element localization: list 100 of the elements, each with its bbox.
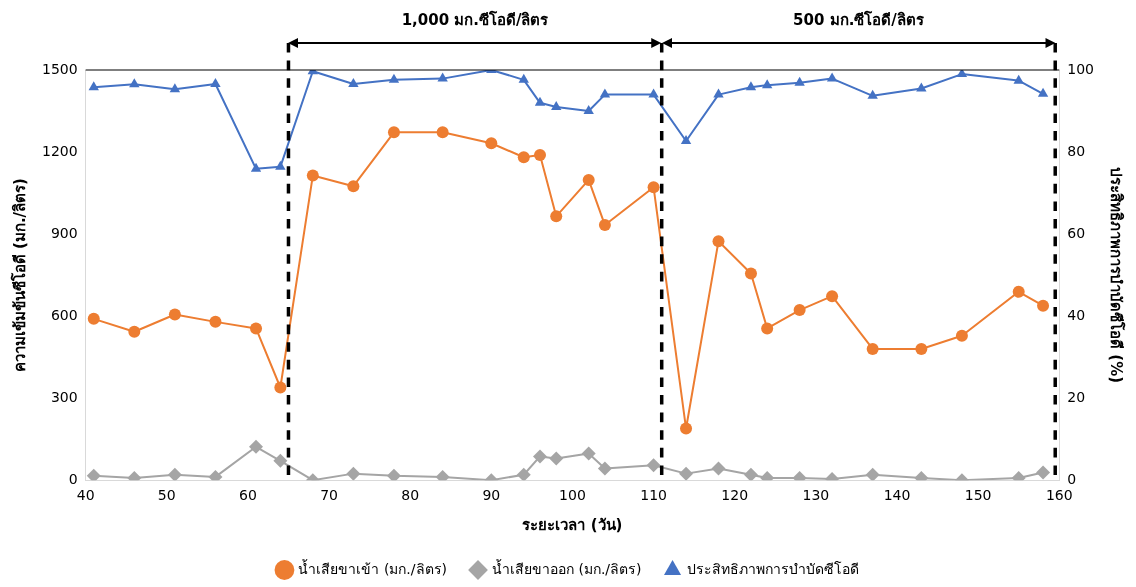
point: [87, 312, 100, 325]
point: [865, 467, 880, 481]
text: 500 มก.ซีโอดี/ลิตร: [792, 10, 925, 31]
x-axis-title: ระยะเวลา (วัน): [522, 515, 623, 534]
point: [273, 453, 288, 468]
point: [679, 466, 694, 481]
point: [388, 73, 400, 83]
y2-tick-label: 100: [1067, 60, 1095, 77]
point: [745, 81, 757, 91]
point: [794, 76, 805, 86]
legend-label: น้ำเสียขาเข้า (มก./ลิตร): [298, 558, 448, 577]
point: [761, 79, 773, 89]
point: [347, 180, 360, 193]
point: [1012, 285, 1025, 298]
point: [680, 134, 692, 144]
y2-tick-label: 0: [1067, 470, 1077, 487]
point: [1013, 74, 1024, 84]
point: [743, 467, 758, 481]
point: [518, 73, 529, 83]
x-tick-label: 140: [883, 487, 911, 504]
point: [534, 96, 546, 106]
point: [598, 219, 611, 232]
point: [517, 151, 530, 164]
x-tick-label: 100: [559, 487, 586, 504]
y2-tick-label: 20: [1067, 388, 1086, 405]
point: [583, 105, 594, 115]
point: [208, 469, 223, 481]
point: [210, 77, 221, 87]
y-tick-label: 300: [50, 388, 78, 405]
y2-tick-label: 80: [1067, 142, 1086, 159]
point: [534, 149, 546, 162]
point: [826, 290, 839, 303]
y2-tick-label: 40: [1067, 306, 1086, 323]
x-tick-label: 110: [640, 487, 667, 504]
point: [274, 381, 287, 394]
point: [168, 308, 181, 321]
point: [866, 342, 879, 355]
point: [249, 439, 264, 454]
y-tick-label: 1500: [41, 60, 78, 77]
point: [915, 342, 928, 355]
point: [550, 210, 563, 223]
point: [711, 461, 726, 476]
point: [597, 461, 612, 476]
point: [599, 88, 611, 98]
point: [386, 468, 401, 481]
x-tick-label: 40: [76, 487, 95, 504]
y-tick-label: 0: [68, 470, 78, 487]
y-tick-label: 1200: [41, 142, 78, 159]
x-tick-label: 120: [721, 487, 749, 504]
x-tick-label: 130: [802, 487, 830, 504]
point: [549, 451, 564, 466]
x-tick-label: 70: [320, 487, 338, 504]
point: [1037, 299, 1050, 312]
point: [128, 325, 141, 338]
x-tick-label: 80: [401, 487, 420, 504]
point: [86, 468, 101, 481]
y-axis-title: ความเข้มข้นซีโอดี (มก./ลิตร): [9, 178, 29, 373]
x-tick-label: 160: [1045, 487, 1073, 504]
x-tick-label: 60: [238, 487, 257, 504]
point: [209, 315, 222, 328]
point: [712, 235, 725, 248]
point: [680, 422, 693, 435]
point: [581, 446, 596, 461]
point: [793, 304, 806, 317]
point: [646, 458, 661, 473]
y2-tick-label: 60: [1067, 224, 1086, 241]
point: [436, 126, 449, 139]
x-tick-label: 50: [157, 487, 176, 504]
x-tick-label: 150: [964, 487, 992, 504]
point: [88, 81, 99, 91]
point: [250, 162, 262, 172]
y-tick-label: 900: [50, 224, 78, 241]
point: [582, 173, 595, 186]
legend-label: น้ำเสียขาออก (มก./ลิตร): [492, 558, 642, 577]
point: [826, 72, 838, 82]
point: [761, 322, 774, 335]
point: [647, 181, 660, 194]
point: [867, 89, 878, 99]
point: [648, 88, 659, 98]
point: [348, 77, 359, 87]
x-tick-label: 90: [482, 487, 501, 504]
point: [1037, 87, 1049, 97]
point: [437, 72, 448, 82]
text: 1,000 มก.ซีโอดี/ลิตร: [400, 10, 550, 31]
y2-axis-title: ประสิทธิภาพการบำบัดซีโอดี (%): [1107, 167, 1127, 384]
point: [551, 100, 562, 110]
point: [346, 466, 361, 481]
point: [955, 329, 968, 342]
point: [250, 322, 263, 335]
point: [167, 467, 182, 481]
point: [169, 83, 181, 93]
point: [306, 169, 319, 182]
point: [129, 78, 140, 88]
point: [275, 160, 286, 170]
point: [533, 449, 547, 464]
point: [387, 126, 400, 139]
point: [713, 88, 724, 98]
y-tick-label: 600: [50, 306, 78, 323]
point: [516, 467, 531, 481]
point: [1036, 465, 1051, 480]
